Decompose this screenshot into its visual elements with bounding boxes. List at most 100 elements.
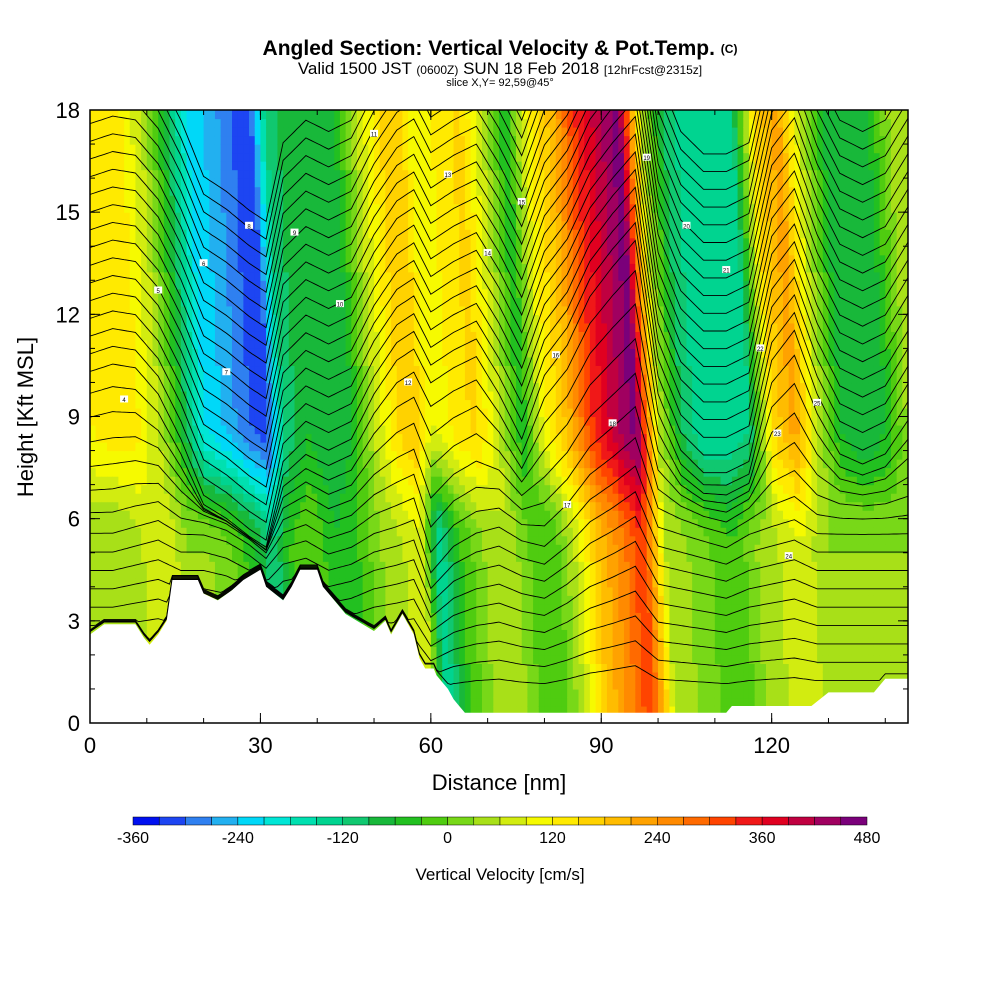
velocity-cell [385, 127, 392, 137]
velocity-cell [220, 271, 227, 281]
velocity-cell [90, 339, 97, 349]
velocity-cell [107, 373, 114, 384]
velocity-cell [470, 161, 477, 171]
velocity-cell [345, 322, 352, 332]
velocity-cell [396, 390, 404, 401]
velocity-cell [169, 203, 176, 213]
velocity-cell [425, 280, 432, 290]
velocity-cell [447, 331, 455, 341]
velocity-cell [430, 220, 438, 230]
velocity-cell [322, 169, 330, 179]
velocity-cell [374, 339, 381, 349]
velocity-cell [430, 510, 438, 520]
velocity-cell [362, 544, 369, 554]
velocity-cell [158, 442, 165, 452]
velocity-cell [419, 501, 426, 511]
velocity-cell [385, 442, 392, 452]
velocity-cell [112, 433, 120, 443]
velocity-cell [379, 484, 386, 494]
velocity-cell [362, 288, 369, 298]
velocity-cell [334, 450, 341, 460]
velocity-cell [425, 544, 432, 554]
velocity-cell [419, 510, 426, 520]
velocity-cell [158, 297, 165, 307]
velocity-cell [226, 339, 233, 349]
velocity-cell [300, 322, 307, 332]
velocity-cell [288, 152, 296, 162]
velocity-cell [305, 459, 313, 469]
velocity-cell [408, 603, 415, 613]
velocity-cell [436, 595, 443, 605]
velocity-cell [271, 203, 279, 213]
velocity-cell [436, 586, 443, 596]
velocity-cell [203, 561, 210, 571]
velocity-cell [163, 467, 171, 477]
velocity-cell [430, 527, 438, 537]
velocity-cell [90, 459, 97, 469]
velocity-cell [334, 322, 341, 332]
velocity-cell [220, 382, 227, 392]
velocity-cell [442, 237, 449, 247]
velocity-cell [209, 203, 216, 213]
velocity-cell [374, 195, 381, 205]
velocity-cell [464, 476, 472, 486]
velocity-cell [152, 527, 159, 537]
velocity-cell [396, 152, 404, 162]
velocity-cell [243, 118, 250, 128]
velocity-cell [430, 612, 438, 622]
velocity-cell [220, 467, 227, 477]
velocity-cell [351, 229, 358, 239]
velocity-cell [442, 305, 449, 315]
velocity-cell [351, 135, 358, 145]
velocity-cell [442, 229, 449, 239]
velocity-cell [356, 365, 364, 375]
velocity-cell [379, 152, 386, 162]
velocity-cell [334, 390, 341, 401]
velocity-cell [305, 186, 313, 196]
velocity-cell [436, 663, 443, 673]
velocity-cell [124, 348, 131, 358]
velocity-cell [430, 339, 438, 349]
velocity-cell [146, 144, 154, 154]
velocity-cell [311, 501, 318, 511]
velocity-cell [368, 186, 375, 196]
velocity-cell [283, 339, 290, 349]
velocity-cell [197, 152, 205, 162]
velocity-cell [447, 535, 455, 545]
velocity-cell [277, 442, 284, 452]
velocity-cell [146, 595, 154, 605]
velocity-cell [362, 390, 369, 401]
velocity-cell [470, 467, 477, 477]
velocity-cell [430, 356, 438, 367]
velocity-cell [413, 169, 421, 179]
velocity-cell [288, 476, 296, 486]
velocity-cell [419, 178, 426, 188]
velocity-cell [135, 518, 142, 528]
velocity-cell [95, 280, 102, 290]
velocity-cell [112, 331, 120, 341]
velocity-cell [209, 169, 216, 179]
velocity-cell [436, 603, 443, 613]
velocity-cell [328, 144, 335, 154]
velocity-cell [203, 535, 210, 545]
velocity-cell [163, 178, 171, 188]
velocity-cell [180, 305, 188, 315]
velocity-cell [425, 348, 432, 358]
velocity-cell [379, 271, 386, 281]
velocity-cell [300, 212, 307, 222]
velocity-cell [311, 493, 318, 503]
velocity-cell [339, 110, 347, 120]
velocity-cell [260, 220, 267, 230]
velocity-cell [249, 280, 256, 290]
velocity-cell [180, 416, 188, 426]
velocity-cell [374, 535, 381, 545]
velocity-cell [129, 356, 137, 367]
velocity-cell [209, 288, 216, 298]
velocity-cell [163, 407, 171, 418]
velocity-cell [305, 314, 313, 324]
velocity-cell [175, 527, 182, 537]
velocity-cell [254, 169, 262, 179]
velocity-cell [294, 161, 301, 171]
velocity-cell [232, 322, 239, 332]
velocity-cell [175, 144, 182, 154]
